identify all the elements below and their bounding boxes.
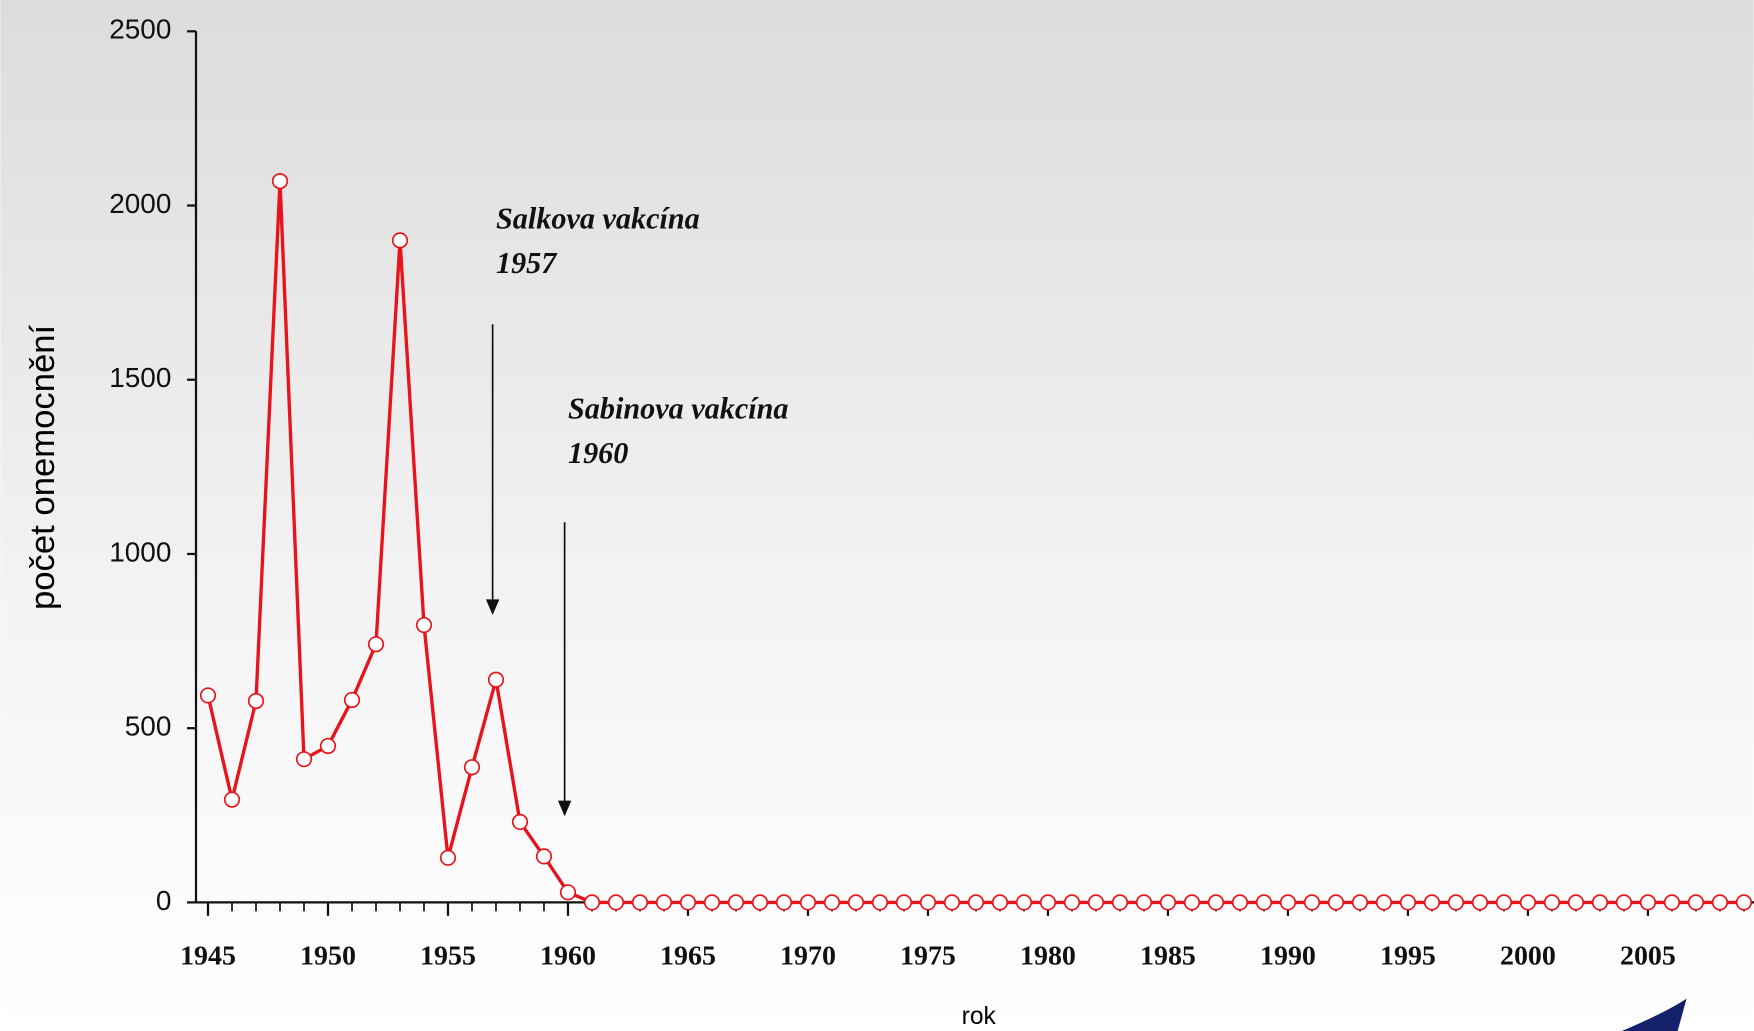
data-point — [343, 691, 361, 709]
data-point — [1063, 894, 1081, 911]
data-point — [1519, 894, 1537, 911]
data-point — [1375, 894, 1393, 911]
data-point — [895, 894, 913, 911]
data-point — [415, 616, 433, 634]
data-point — [1111, 894, 1129, 911]
data-point — [511, 813, 529, 831]
annotation-arrowhead — [557, 800, 572, 817]
data-point — [991, 894, 1009, 911]
data-point — [1255, 894, 1273, 911]
data-point — [823, 894, 841, 911]
data-point — [1663, 894, 1681, 911]
y-tick-label: 2000 — [109, 188, 171, 219]
y-tick-label: 500 — [125, 711, 172, 742]
corner-decoration — [1621, 998, 1687, 1031]
data-point — [1423, 894, 1441, 911]
data-point — [655, 894, 673, 911]
data-point — [367, 636, 385, 653]
y-tick-label: 0 — [156, 885, 172, 916]
data-point — [1279, 894, 1297, 911]
data-point — [1039, 894, 1057, 911]
data-point — [1639, 894, 1657, 911]
x-axis-label: rok — [962, 1003, 997, 1030]
data-point — [1015, 894, 1033, 911]
data-point — [919, 894, 937, 911]
data-point — [439, 849, 457, 866]
data-point — [1495, 894, 1513, 911]
data-point — [751, 894, 769, 911]
data-point — [1567, 894, 1585, 911]
data-point — [1207, 894, 1225, 911]
x-tick-label: 1955 — [420, 941, 476, 972]
data-point — [1735, 894, 1753, 911]
data-point — [559, 884, 577, 901]
data-point — [871, 894, 889, 911]
data-point — [1135, 894, 1153, 911]
data-point — [775, 894, 793, 911]
data-point — [1087, 894, 1105, 911]
data-point — [199, 687, 217, 704]
x-tick-label: 1970 — [780, 941, 836, 972]
data-point — [271, 173, 289, 190]
annotation-arrowhead — [485, 599, 500, 616]
data-point — [1327, 894, 1345, 911]
x-tick-label: 1960 — [540, 941, 596, 972]
data-point — [703, 894, 721, 911]
x-tick-label: 1950 — [300, 941, 356, 972]
x-tick-label: 2000 — [1500, 941, 1556, 972]
data-point — [319, 737, 337, 755]
data-point — [967, 894, 985, 911]
y-tick-label: 2500 — [109, 14, 171, 45]
y-tick-label: 1500 — [109, 362, 171, 393]
data-point — [679, 894, 697, 911]
data-point — [1543, 894, 1561, 911]
annotation-text: 1960 — [568, 436, 628, 470]
x-tick-label: 1965 — [660, 941, 716, 972]
data-point — [391, 232, 409, 249]
x-tick-label: 1980 — [1020, 941, 1076, 972]
data-point — [799, 894, 817, 911]
data-point — [631, 894, 649, 911]
data-point — [223, 791, 241, 808]
data-point — [295, 751, 313, 768]
data-point — [1471, 894, 1489, 911]
data-point — [1591, 894, 1609, 911]
data-point — [1399, 894, 1417, 911]
x-tick-label: 2005 — [1620, 941, 1676, 972]
data-point — [1711, 894, 1729, 911]
x-tick-label: 1985 — [1140, 941, 1196, 972]
annotation-text: Sabinova vakcína — [568, 391, 789, 425]
y-axis-label: počet onemocnění — [24, 324, 62, 610]
data-point — [1231, 894, 1249, 911]
data-point — [847, 894, 865, 911]
data-point — [1159, 894, 1177, 911]
data-point — [1351, 894, 1369, 911]
data-point — [1447, 894, 1465, 911]
annotation-text: 1957 — [496, 246, 558, 280]
data-point — [583, 894, 601, 911]
data-point — [607, 894, 625, 911]
data-point — [1615, 894, 1633, 911]
x-tick-label: 1975 — [900, 941, 956, 972]
annotation-text: Salkova vakcína — [496, 201, 700, 235]
data-point — [727, 894, 745, 911]
data-point — [943, 894, 961, 911]
x-tick-label: 1945 — [180, 941, 236, 972]
y-tick-label: 1000 — [109, 536, 171, 567]
data-point — [1303, 894, 1321, 911]
data-point — [1183, 894, 1201, 911]
data-point — [247, 692, 265, 710]
data-point — [463, 759, 481, 776]
data-point — [487, 671, 505, 688]
data-point — [535, 848, 553, 865]
x-tick-label: 1990 — [1260, 941, 1316, 972]
x-tick-label: 1995 — [1380, 941, 1436, 972]
data-point — [1687, 894, 1705, 911]
